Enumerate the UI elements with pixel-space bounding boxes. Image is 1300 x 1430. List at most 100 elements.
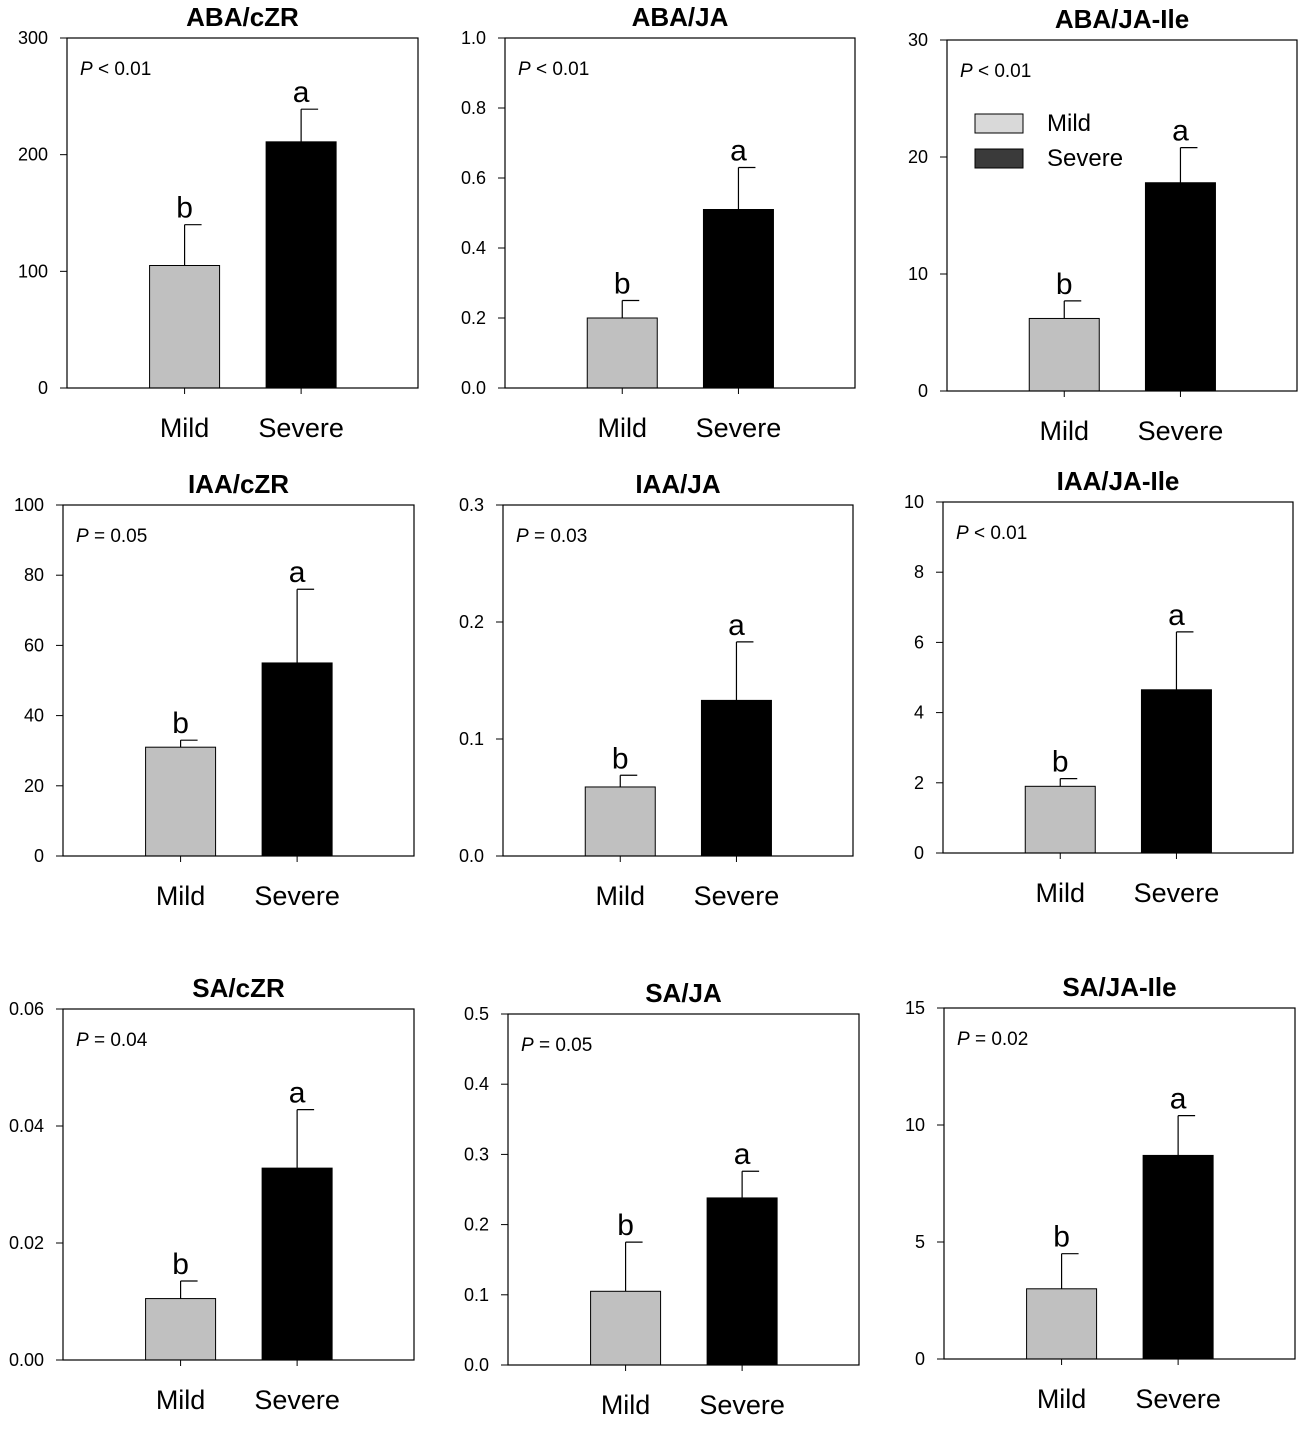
category-label: Mild <box>595 881 645 911</box>
plot-frame <box>66 37 419 389</box>
y-tick-label: 30 <box>908 30 928 50</box>
y-tick-label: 100 <box>18 261 48 281</box>
p-value-label: P < 0.01 <box>956 523 1027 544</box>
p-value-text: = 0.03 <box>529 526 588 547</box>
bar-mild <box>586 317 658 389</box>
significance-letter: a <box>289 556 306 589</box>
significance-letter: b <box>176 192 193 225</box>
significance-letter: a <box>293 76 310 109</box>
y-tick-label: 0 <box>34 846 44 866</box>
y-tick-label: 0.5 <box>464 1004 489 1024</box>
significance-letter: a <box>728 609 745 642</box>
significance-letter: b <box>617 1209 634 1242</box>
y-tick-label: 10 <box>904 492 924 512</box>
legend-swatch-mild <box>974 113 1024 134</box>
y-tick-label: 20 <box>908 147 928 167</box>
bar-severe <box>261 662 333 857</box>
plot-frame <box>502 504 854 857</box>
category-label: Severe <box>694 881 780 911</box>
category-label: Mild <box>1037 1384 1087 1414</box>
y-tick-label: 100 <box>14 495 44 515</box>
chart-panel: IAA/JA b Mild a Severe 0.0 0.1 0.2 0.3 P = 0.03 <box>459 469 854 911</box>
bar-mild <box>145 746 217 857</box>
category-label: Mild <box>1039 416 1089 446</box>
y-tick-label: 10 <box>905 1115 925 1135</box>
p-value-text: < 0.01 <box>969 523 1028 544</box>
category-label: Severe <box>1134 878 1220 908</box>
panel-title: IAA/cZR <box>188 469 289 499</box>
y-tick-label: 0.0 <box>464 1355 489 1375</box>
y-tick-label: 0.0 <box>459 846 484 866</box>
category-label: Severe <box>254 1385 340 1415</box>
y-tick-label: 0.8 <box>461 98 486 118</box>
significance-letter: b <box>1056 268 1073 301</box>
p-value-label: P < 0.01 <box>80 59 151 80</box>
p-value-text: = 0.04 <box>89 1030 148 1051</box>
legend-label-mild: Mild <box>1047 110 1091 137</box>
significance-letter: a <box>1172 115 1189 148</box>
significance-letter: a <box>730 135 747 168</box>
category-label: Mild <box>1035 878 1085 908</box>
y-tick-label: 15 <box>905 998 925 1018</box>
p-symbol: P <box>80 59 93 80</box>
y-tick-label: 0.6 <box>461 168 486 188</box>
category-label: Mild <box>160 413 210 443</box>
category-label: Mild <box>156 881 206 911</box>
bar-mild <box>1028 317 1100 392</box>
plot-frame <box>507 1013 860 1366</box>
bar-mild <box>145 1298 217 1361</box>
bar-severe <box>700 699 772 857</box>
plot-frame <box>943 1007 1296 1360</box>
chart-panel: SA/cZR b Mild a Severe 0.00 0.02 0.04 0.06 P = 0.… <box>9 973 415 1415</box>
y-tick-label: 0 <box>918 381 928 401</box>
chart-panel: SA/JA b Mild a Severe 0.0 0.1 0.2 0.3 0.4 0.5 P = 0… <box>464 978 860 1420</box>
plot-frame <box>504 37 856 389</box>
chart-panel: SA/JA-Ile b Mild a Severe 0 5 10 15 P = 0.02 <box>905 972 1296 1414</box>
chart-panel: IAA/JA-Ile b Mild a Severe 0 2 4 6 8 10 P < 0.01 <box>904 466 1294 908</box>
panel-title: ABA/JA-Ile <box>1055 4 1189 34</box>
y-tick-label: 0.4 <box>464 1074 489 1094</box>
y-tick-label: 0 <box>915 1349 925 1369</box>
p-symbol: P <box>960 61 973 82</box>
p-symbol: P <box>957 1029 970 1050</box>
legend-label-severe: Severe <box>1047 145 1123 172</box>
p-value-label: P = 0.05 <box>76 526 147 547</box>
p-value-label: P = 0.02 <box>957 1029 1028 1050</box>
significance-letter: b <box>612 742 629 775</box>
y-tick-label: 0 <box>914 843 924 863</box>
panel-title: ABA/cZR <box>186 2 299 32</box>
p-value-text: < 0.01 <box>531 59 590 80</box>
chart-panel: IAA/cZR b Mild a Severe 0 20 40 60 80 100 P = 0.05 <box>14 469 415 911</box>
category-label: Mild <box>597 413 647 443</box>
bar-mild <box>590 1290 662 1366</box>
p-symbol: P <box>956 523 969 544</box>
y-tick-label: 0.1 <box>464 1285 489 1305</box>
significance-letter: a <box>1170 1083 1187 1116</box>
y-tick-label: 1.0 <box>461 28 486 48</box>
significance-letter: b <box>172 1248 189 1281</box>
plot-frame <box>62 504 415 857</box>
y-tick-label: 6 <box>914 632 924 652</box>
p-value-text: = 0.05 <box>534 1035 593 1056</box>
y-tick-label: 0.02 <box>9 1233 44 1253</box>
p-symbol: P <box>521 1035 534 1056</box>
category-label: Severe <box>254 881 340 911</box>
category-label: Severe <box>1135 1384 1221 1414</box>
y-tick-label: 0.2 <box>464 1215 489 1235</box>
panel-title: IAA/JA-Ile <box>1057 466 1180 496</box>
bar-severe <box>1142 1154 1214 1360</box>
bar-mild <box>584 786 656 857</box>
bar-mild <box>1024 785 1096 854</box>
significance-letter: a <box>734 1138 751 1171</box>
legend-swatch-severe <box>974 148 1024 169</box>
category-label: Severe <box>258 413 344 443</box>
p-value-label: P = 0.05 <box>521 1035 592 1056</box>
y-tick-label: 0.3 <box>459 495 484 515</box>
y-tick-label: 40 <box>24 706 44 726</box>
p-value-label: P = 0.04 <box>76 1030 148 1051</box>
y-tick-label: 2 <box>914 773 924 793</box>
y-tick-label: 0.1 <box>459 729 484 749</box>
significance-letter: b <box>614 268 631 301</box>
significance-letter: b <box>1053 1221 1070 1254</box>
